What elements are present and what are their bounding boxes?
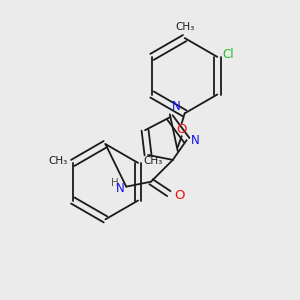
Text: Cl: Cl — [222, 48, 234, 62]
Text: O: O — [176, 123, 187, 136]
Text: CH₃: CH₃ — [49, 156, 68, 166]
Text: CH₃: CH₃ — [175, 22, 194, 32]
Text: H: H — [110, 178, 118, 188]
Text: N: N — [116, 182, 124, 195]
Text: O: O — [174, 189, 184, 202]
Text: N: N — [190, 134, 200, 147]
Text: N: N — [172, 100, 181, 113]
Text: CH₃: CH₃ — [143, 156, 162, 166]
